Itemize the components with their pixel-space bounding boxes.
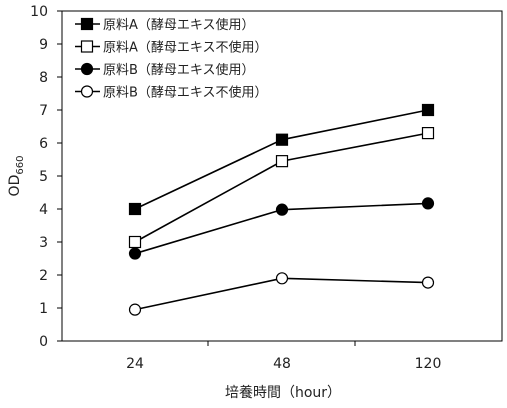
series-layer [128,103,435,316]
legend-marker [80,62,94,76]
legend-item-3: 原料B（酵母エキス使用） [75,62,255,78]
plot-area-frame [61,10,503,342]
legend-label: 原料A（酵母エキス不使用） [103,40,268,56]
y-tick-label: 0 [39,334,48,350]
y-tick-label: 3 [39,235,48,251]
x-tick-label: 24 [126,356,144,372]
legend-item-1: 原料A（酵母エキス使用） [75,17,255,33]
y-axis-title-subscript: 660 [15,156,26,175]
legend-label: 原料A（酵母エキス使用） [103,17,255,33]
data-point-marker [128,247,142,260]
y-tick-label: 4 [39,202,48,218]
legend-marker [80,17,94,31]
x-tick-label: 120 [415,356,442,372]
x-tick-label: 48 [273,356,291,372]
y-tick-label: 6 [39,136,48,152]
series-3 [128,197,435,260]
y-tick-label: 1 [39,301,48,317]
y-axis-title: OD660 [7,156,26,197]
legend-item-4: 原料B（酵母エキス不使用） [75,85,268,101]
legend-label: 原料B（酵母エキス使用） [103,62,255,78]
series-4 [128,272,435,316]
data-point-marker [128,235,142,249]
y-tick-label: 2 [39,268,48,284]
y-tick-label: 7 [39,103,48,119]
legend-item-2: 原料A（酵母エキス不使用） [75,40,268,56]
x-axis-title: 培養時間（hour） [225,384,341,401]
legend-label: 原料B（酵母エキス不使用） [103,85,268,101]
data-point-marker [275,133,289,146]
y-axis-ticks: 0 1 2 3 4 5 6 7 8 9 10 [30,4,62,350]
data-point-marker [421,276,435,289]
y-tick-label: 10 [30,4,48,20]
data-point-marker [421,197,435,210]
legend-marker [80,40,94,53]
data-point-marker [275,203,289,216]
y-tick-label: 9 [39,37,48,53]
data-point-marker [421,103,435,117]
series-2 [128,126,435,249]
data-point-marker [128,202,142,216]
legend: 原料A（酵母エキス使用） 原料A（酵母エキス不使用） 原料B（酵母エキス使用） 原料B… [75,17,268,101]
y-axis-title-main: OD [7,175,23,197]
y-tick-label: 8 [39,70,48,86]
data-point-marker [275,155,289,168]
data-point-marker [421,126,435,140]
legend-marker [80,85,94,98]
axes [61,10,503,342]
data-point-marker [275,272,289,285]
x-axis-ticks: 24 48 120 [126,341,441,372]
data-point-marker [128,303,142,316]
series-1 [128,103,435,216]
y-tick-label: 5 [39,169,48,185]
